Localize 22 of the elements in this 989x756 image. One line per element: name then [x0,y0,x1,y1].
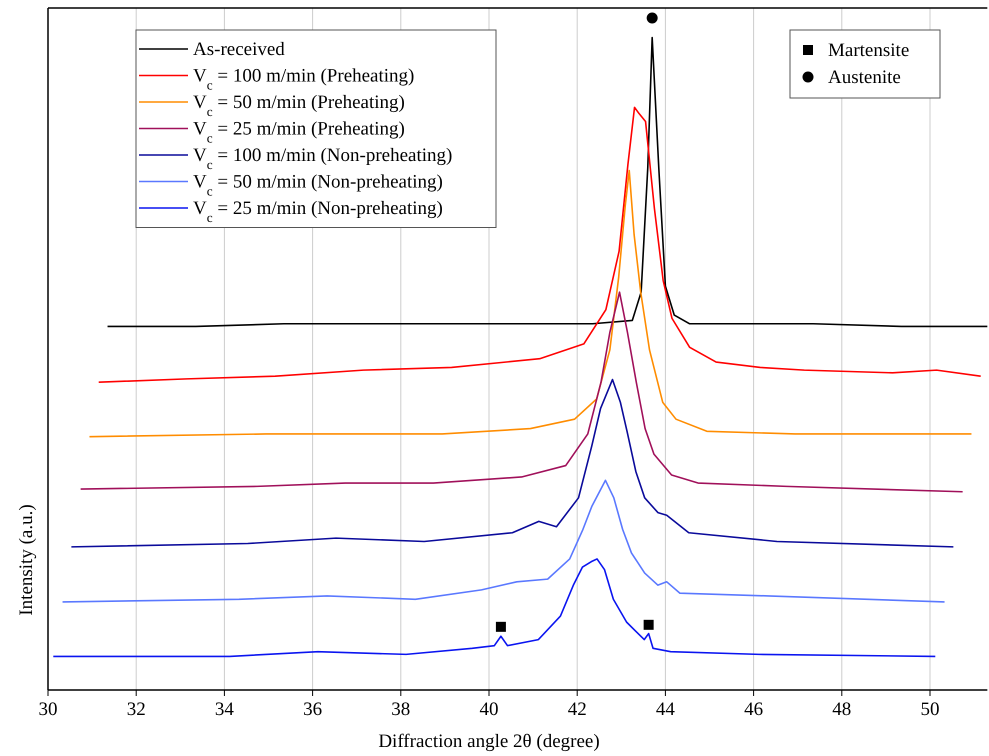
x-tick-label: 36 [303,699,322,720]
y-axis-title: Intensity (a.u.) [16,504,37,616]
legend-label: V$_{c}$ = 50 m/min (Non-preheating) [193,172,443,198]
x-tick-label: 50 [920,699,940,720]
legend-label: V$_{c}$ = 25 m/min (Non-preheating) [193,198,443,224]
x-tick-label: 44 [656,699,676,720]
x-axis-title: Diffraction angle 2θ (degree) [378,731,600,752]
legend-label: Austenite [828,67,901,88]
legend-label: V$_{c}$ = 50 m/min (Preheating) [193,92,405,118]
legend-label: V$_{c}$ = 100 m/min (Preheating) [193,66,414,92]
x-tick-label: 38 [391,699,410,720]
legend-label: V$_{c}$ = 100 m/min (Non-preheating) [193,145,452,172]
x-tick-label: 42 [568,699,587,720]
x-tick-label: 34 [214,699,234,720]
x-tick-label: 48 [832,699,852,720]
x-tick-label: 32 [126,699,146,720]
legend-label: As-received [193,39,286,60]
legend-label: Martensite [828,40,910,61]
x-tick-label: 40 [480,699,498,720]
x-tick-label: 46 [744,699,764,720]
legend-label: V$_{c}$ = 25 m/min (Preheating) [193,118,405,145]
x-tick-label: 30 [38,699,58,720]
